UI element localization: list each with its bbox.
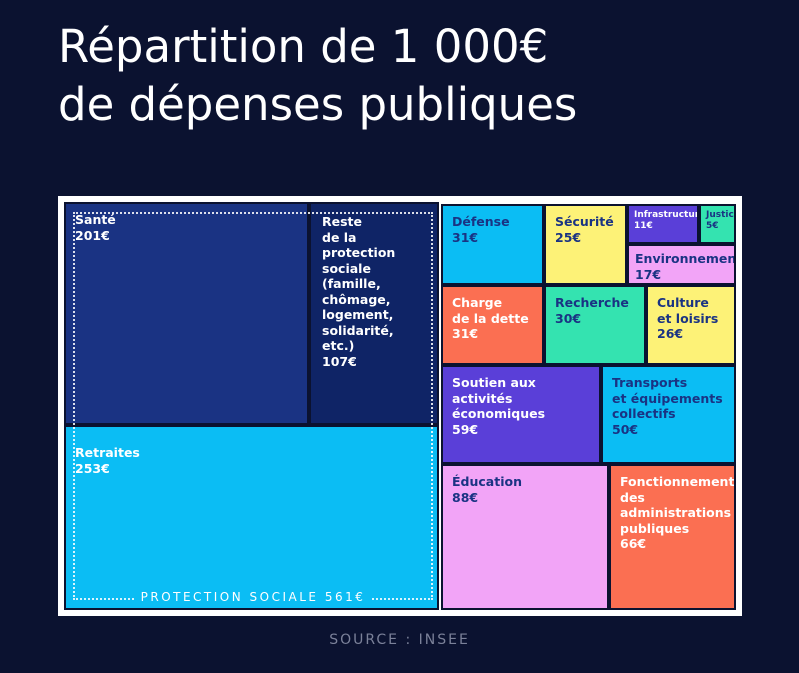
tile-reste-protection-sociale: Reste de la protection sociale (famille,… (309, 202, 439, 425)
tile-label: Retraites (75, 445, 140, 460)
tile-value: 31€ (452, 326, 479, 341)
tile-label: Environnement (635, 251, 736, 266)
tile-charge-de-la-dette: Charge de la dette 31€ (441, 285, 544, 365)
tile-value: 59€ (452, 421, 479, 437)
tile-label: Reste de la protection sociale (famille,… (322, 214, 396, 353)
tile-value: 11€ (634, 221, 653, 231)
tile-recherche: Recherche 30€ (544, 285, 646, 365)
tile-label: Sécurité (555, 214, 614, 229)
tile-defense: Défense 31€ (441, 204, 544, 285)
tile-justice: Justice 5€ (699, 204, 736, 244)
tile-label: Éducation (452, 474, 522, 489)
tile-securite: Sécurité 25€ (544, 204, 627, 285)
tile-value: 50€ (612, 421, 639, 437)
tile-value: 107€ (322, 353, 357, 369)
title-line-2: de dépenses publiques (58, 78, 578, 131)
tile-education: Éducation 88€ (441, 464, 609, 610)
tile-transports-equipements: Transports et équipements collectifs 50€ (601, 365, 736, 464)
tile-label: Soutien aux activités économiques (452, 375, 546, 421)
tile-infrastructures: Infrastructures 11€ (627, 204, 699, 244)
tile-value: 253€ (75, 460, 110, 476)
tile-value: 31€ (452, 229, 479, 245)
tile-fonctionnement-administrations: Fonctionnement des administrations publi… (609, 464, 736, 610)
tile-environnement: Environnement 17€ (627, 244, 736, 285)
tile-label: Transports et équipements collectifs (612, 375, 723, 421)
tile-label: Infrastructures (634, 210, 699, 220)
protection-sociale-label: PROTECTION SOCIALE 561€ (73, 589, 433, 605)
tile-value: 17€ (635, 266, 662, 282)
tile-label: Justice (706, 210, 734, 220)
tile-label: Culture et loisirs (657, 295, 719, 326)
tile-value: 201€ (75, 227, 110, 243)
tile-label: Défense (452, 214, 510, 229)
tile-value: 25€ (555, 229, 582, 245)
tile-value: 30€ (555, 310, 582, 326)
title-line-1: Répartition de 1 000€ (58, 20, 549, 73)
tile-soutien-activites-economiques: Soutien aux activités économiques 59€ (441, 365, 601, 464)
tile-label: Fonctionnement des administrations publi… (620, 474, 735, 536)
tile-retraites: Retraites 253€ (64, 425, 439, 610)
source-note: SOURCE : INSEE (329, 632, 470, 648)
tile-label: Recherche (555, 295, 629, 310)
tile-sante: Santé 201€ (64, 202, 309, 425)
tile-label: Charge de la dette (452, 295, 529, 326)
tile-value: 5€ (706, 221, 719, 231)
tile-value: 26€ (657, 326, 684, 341)
tile-value: 66€ (620, 536, 647, 551)
tile-label: Santé (75, 212, 116, 227)
tile-value: 88€ (452, 489, 479, 505)
tile-culture-et-loisirs: Culture et loisirs 26€ (646, 285, 736, 365)
chart-title: Répartition de 1 000€ de dépenses publiq… (58, 18, 577, 134)
